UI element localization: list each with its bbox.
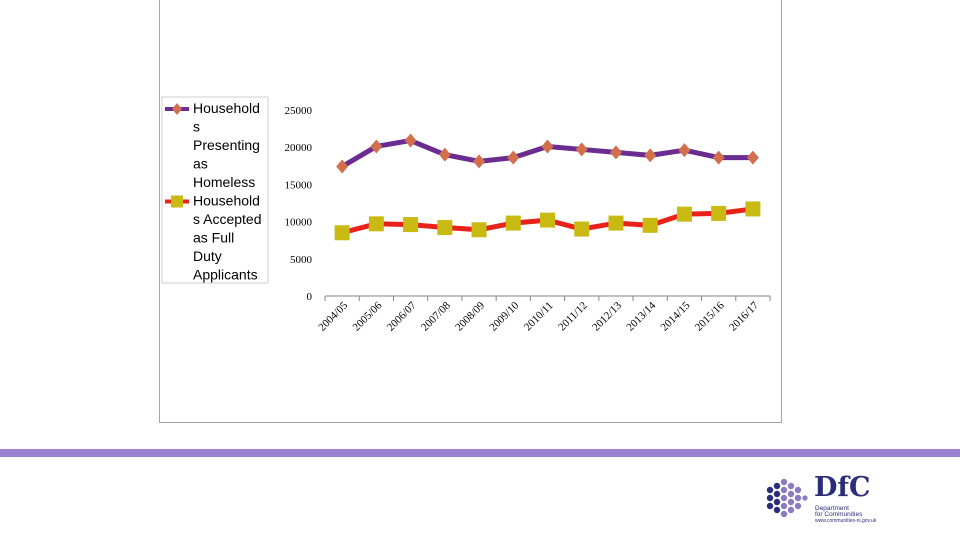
y-tick-label: 0 — [307, 291, 313, 303]
legend-label-2: as Full — [193, 230, 234, 246]
y-tick-label: 20000 — [285, 142, 313, 154]
y-tick-label: 10000 — [285, 217, 313, 229]
legend-label-1: Homeless — [193, 174, 255, 190]
chart-frame: 0 5000 10000 15000 20000 25000 2004/05 2005/06 2… — [159, 0, 782, 423]
series-2-point — [574, 221, 590, 237]
legend-box — [161, 96, 269, 284]
x-tick-label: 2011/12 — [556, 300, 590, 334]
legend-label-2: s Accepted — [193, 211, 262, 227]
series-1-point — [404, 133, 417, 148]
series-2-point — [505, 215, 521, 231]
series-1-point — [541, 139, 554, 154]
legend-label-2: Household — [193, 193, 260, 209]
dfc-logo-icon — [766, 478, 808, 518]
y-tick-label: 25000 — [285, 105, 313, 117]
legend-label-2: Duty — [193, 248, 222, 264]
x-tick-label: 2014/15 — [659, 299, 693, 333]
series-1-point — [438, 147, 451, 162]
legend-label-1: s — [193, 119, 200, 135]
footer-band — [0, 449, 960, 457]
x-tick-label: 2015/16 — [693, 299, 727, 333]
series-2-point — [403, 217, 419, 233]
series-1-point — [507, 150, 520, 165]
legend-label-1: Household — [193, 100, 260, 116]
series-1-point — [746, 150, 759, 165]
legend-label-1: Presenting — [193, 137, 260, 153]
x-tick-label: 2010/11 — [522, 300, 556, 334]
legend-label-1: as — [193, 156, 208, 172]
series-1-point — [575, 142, 588, 157]
x-tick-label: 2005/06 — [350, 299, 384, 333]
x-tick-label: 2008/09 — [453, 299, 487, 333]
x-tick-label: 2009/10 — [487, 299, 521, 333]
series-1-point — [473, 154, 486, 169]
legend-marker-2 — [171, 195, 183, 208]
series-1-point — [644, 148, 657, 163]
series-1-point — [336, 159, 349, 174]
series-2-point — [334, 225, 350, 241]
series-2-point — [745, 201, 761, 217]
dfc-logo-url: www.communities-ni.gov.uk — [815, 518, 877, 524]
series-2-point — [642, 217, 658, 233]
legend-label-2: Applicants — [193, 267, 258, 283]
x-tick-label: 2012/13 — [590, 299, 624, 333]
y-tick-label: 5000 — [290, 254, 313, 266]
x-tick-label: 2004/05 — [316, 299, 350, 333]
series-1-point — [609, 145, 622, 160]
x-tick-label: 2016/17 — [727, 299, 761, 333]
x-tick-label: 2013/14 — [624, 299, 658, 333]
series-2-point — [471, 222, 487, 238]
x-tick-label: 2006/07 — [385, 299, 419, 333]
series-1-point — [678, 143, 691, 158]
series-2-point — [540, 212, 555, 228]
series-1-point — [712, 150, 725, 165]
series-2-point — [608, 215, 624, 231]
x-tick-label: 2007/08 — [419, 299, 453, 333]
dfc-logo: DfC Department for Communities www.commu… — [764, 472, 914, 526]
series-2-point — [437, 220, 453, 236]
series-2-point — [676, 206, 692, 222]
dfc-logo-line2: for Communities — [815, 511, 863, 518]
y-tick-label: 15000 — [285, 179, 313, 191]
legend-marker-1 — [172, 103, 182, 115]
series-2-point — [368, 216, 384, 232]
series-2-point — [711, 205, 727, 221]
dfc-logo-line1: Department — [815, 505, 849, 512]
series-1-point — [370, 139, 383, 154]
dfc-logo-wordmark: DfC — [814, 472, 871, 503]
